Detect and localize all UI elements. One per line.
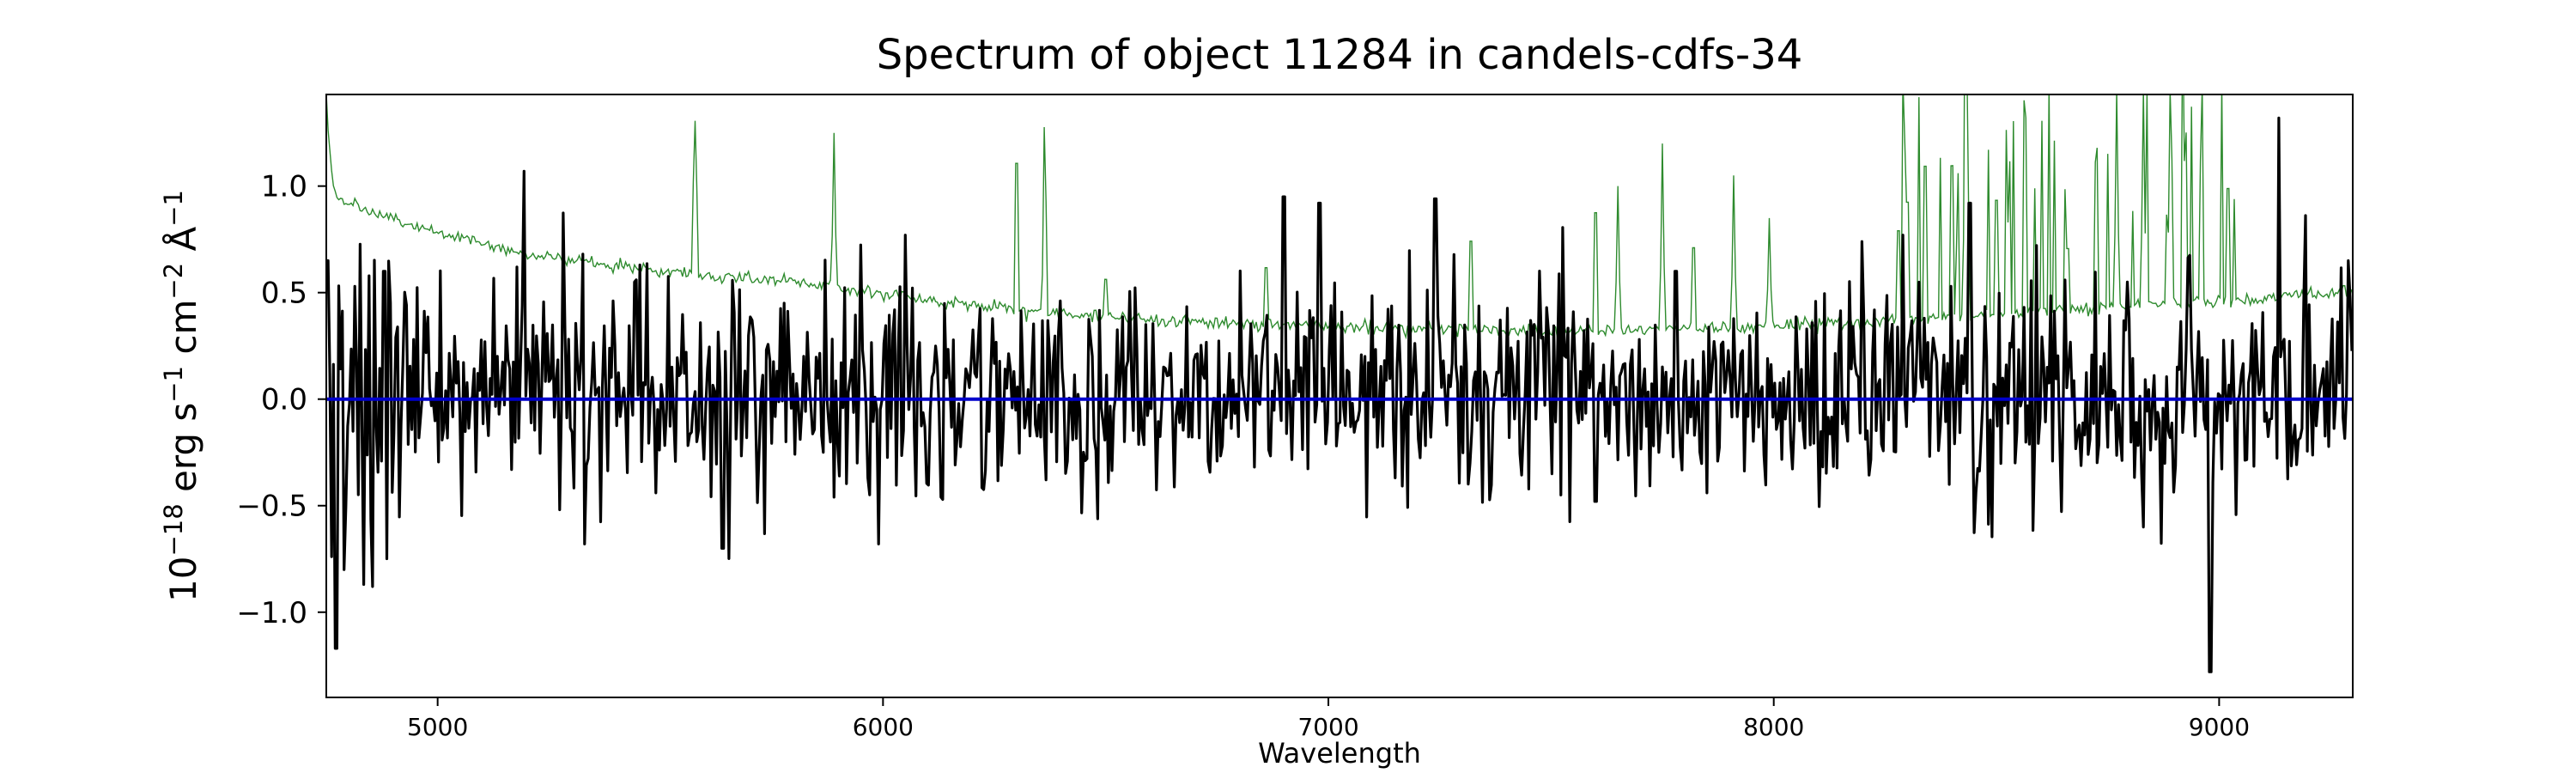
x-tick-label: 7000	[1297, 713, 1358, 741]
y-label-exp-s: −1	[159, 366, 188, 403]
series-layer	[326, 94, 2353, 673]
x-tick-label: 5000	[407, 713, 468, 741]
y-label-cm: cm	[162, 300, 204, 366]
y-label-exp-scale: −18	[159, 503, 188, 556]
x-axis-label: Wavelength	[1258, 737, 1421, 770]
x-tick-label: 8000	[1743, 713, 1804, 741]
y-label-base: 10	[162, 557, 204, 602]
plot-frame	[325, 94, 2354, 698]
y-label-ang: Å	[161, 227, 204, 263]
y-tick-label: −0.5	[236, 490, 307, 524]
y-axis: −1.0 −0.5 0.0 0.5 1.0	[236, 170, 326, 630]
y-label-erg: erg s	[162, 403, 204, 504]
y-label-exp-ang: −1	[159, 190, 188, 227]
x-axis: 5000 6000 7000 8000 9000	[407, 697, 2250, 741]
y-tick-label: 0.5	[261, 277, 307, 311]
y-tick-label: 1.0	[261, 170, 307, 204]
chart-title: Spectrum of object 11284 in candels-cdfs…	[877, 31, 1803, 79]
y-tick-label: 0.0	[261, 383, 307, 417]
error-spectrum-line	[326, 94, 2353, 340]
y-tick-label: −1.0	[236, 596, 307, 630]
y-axis-label: 10−18 erg s−1 cm−2 Å−1	[159, 190, 204, 602]
x-tick-label: 6000	[853, 713, 914, 741]
flux-spectrum-line	[326, 116, 2353, 673]
y-label-exp-cm: −2	[159, 263, 188, 300]
x-tick-label: 9000	[2189, 713, 2250, 741]
